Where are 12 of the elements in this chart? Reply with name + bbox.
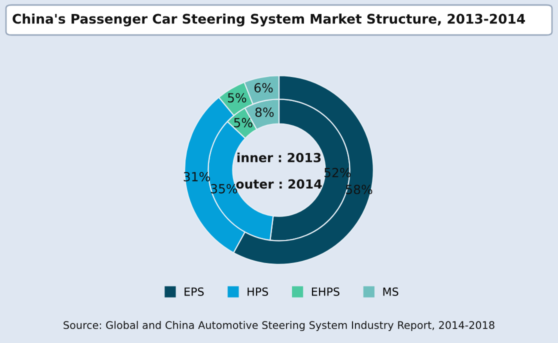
chart-title: China's Passenger Car Steering System Market Structure, 2013-2014 — [12, 14, 525, 26]
legend-label: EHPS — [312, 287, 340, 296]
legend-label: MS — [383, 287, 398, 296]
text: outer : 2014 — [236, 179, 322, 189]
legend-label: HPS — [248, 287, 268, 296]
data-label: 8% — [255, 107, 274, 117]
data-label: 5% — [228, 93, 246, 103]
text: inner : 2013 — [237, 152, 321, 162]
source-note: Source: Global and China Automotive Steering System Industry Report, 2014-2018 — [64, 320, 494, 332]
data-label: 6% — [254, 83, 273, 92]
legend-label: EPS — [184, 287, 204, 296]
data-label: 5% — [234, 118, 252, 128]
